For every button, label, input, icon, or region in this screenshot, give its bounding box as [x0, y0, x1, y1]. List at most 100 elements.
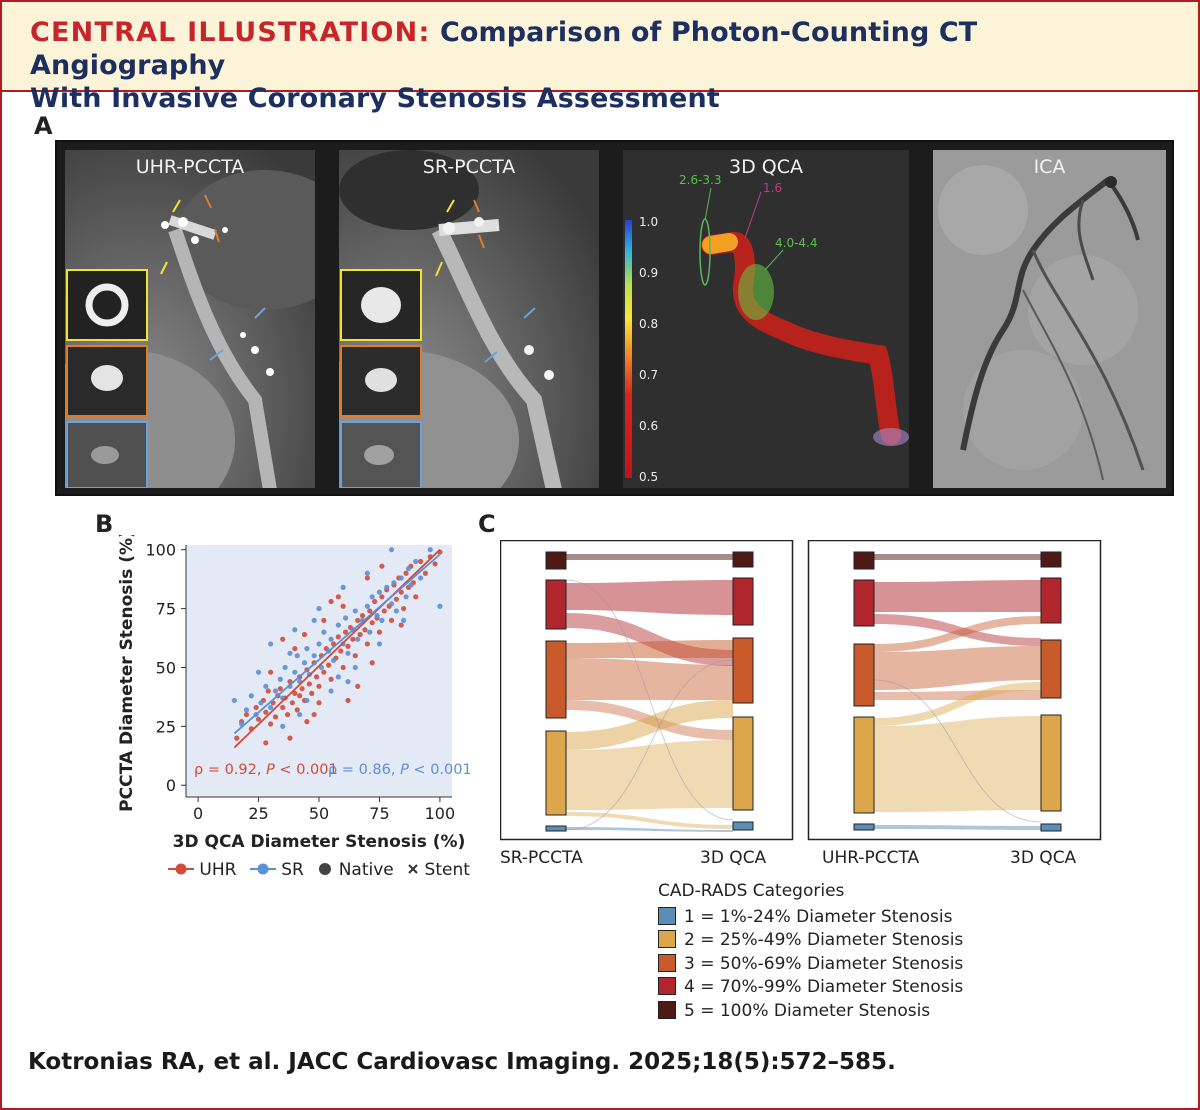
uhr-point	[338, 648, 344, 654]
panel-a-label: A	[34, 112, 53, 140]
qca-3d-image: 1.0 0.9 0.8 0.7 0.6 0.5 2.6-3.3 1.6 4.0-…	[623, 150, 909, 488]
figure-title: CENTRAL ILLUSTRATION: Comparison of Phot…	[30, 16, 1180, 115]
y-tick-label: 100	[145, 541, 176, 560]
legend-stent: Stent	[407, 860, 470, 880]
sr-point	[367, 629, 373, 635]
uhr-point	[304, 719, 310, 725]
sr-point	[255, 669, 262, 675]
uhr-correlation-stat: ρ = 0.92, P < 0.001	[194, 762, 338, 778]
uhr-fit-line	[233, 549, 441, 749]
uhr-point	[355, 617, 361, 623]
x-tick-label: 25	[248, 804, 268, 823]
uhr-point	[372, 598, 378, 605]
sankey-right-source-label: UHR-PCCTA	[822, 848, 920, 868]
sankey-sr	[500, 540, 794, 841]
image-strip: UHR-PCCTA	[55, 140, 1174, 496]
sr-point	[340, 584, 346, 590]
uhr-point	[297, 693, 303, 699]
cad-rads-legend-item: 4 = 70%-99% Diameter Stenosis	[658, 976, 963, 1000]
sr-fit-line	[233, 553, 441, 735]
sr-point	[268, 704, 274, 711]
uhr-point	[367, 608, 373, 614]
uhr-point	[403, 570, 409, 576]
sankey-left-source-label: SR-PCCTA	[500, 848, 583, 868]
cad-rads-legend-item: 2 = 25%-49% Diameter Stenosis	[658, 929, 963, 953]
uhr-point	[401, 605, 407, 612]
scatter-legend: UHR SR Native Stent	[168, 860, 478, 880]
sr-point	[345, 678, 351, 685]
uhr-point	[280, 636, 286, 642]
y-tick-label: 50	[156, 658, 176, 677]
sr-point	[263, 683, 269, 689]
uhr-point	[335, 634, 341, 640]
sr-pccta-label: SR-PCCTA	[422, 156, 516, 178]
sr-point	[437, 603, 443, 609]
uhr-point	[379, 594, 385, 600]
uhr-point	[289, 700, 295, 706]
sr-point	[304, 646, 310, 652]
sr-point	[280, 723, 286, 729]
uhr-point	[263, 740, 269, 746]
x-tick-label: 75	[369, 804, 389, 823]
sr-point	[376, 589, 383, 595]
title-line-1: Comparison of Photon-Counting CT Angiogr…	[30, 17, 978, 81]
sr-point	[413, 558, 419, 565]
sr-point	[335, 674, 341, 680]
sr-point	[268, 641, 274, 647]
legend-uhr: UHR	[168, 860, 236, 880]
sr-point	[417, 575, 424, 581]
uhr-point	[345, 697, 351, 704]
uhr-point	[255, 716, 262, 722]
cad-rads-legend-item: 5 = 100% Diameter Stenosis	[658, 1000, 963, 1024]
y-tick-label: 25	[156, 717, 176, 736]
sr-point	[282, 664, 288, 671]
y-tick-label: 75	[156, 600, 176, 619]
y-tick-label: 0	[166, 776, 176, 795]
uhr-point	[417, 558, 424, 565]
central-illustration-label: CENTRAL ILLUSTRATION:	[30, 17, 431, 48]
citation: Kotronias RA, et al. JACC Cardiovasc Ima…	[28, 1049, 896, 1075]
sr-point	[321, 629, 327, 635]
uhr-point	[306, 681, 312, 687]
uhr-point	[422, 570, 428, 576]
panel-b-label: B	[95, 510, 114, 538]
sr-point	[379, 617, 385, 623]
legend-sr: SR	[249, 860, 304, 880]
sr-point	[355, 636, 361, 642]
cad-rads-legend-item: 1 = 1%-24% Diameter Stenosis	[658, 906, 963, 930]
sr-point	[427, 547, 433, 553]
uhr-pccta-image: UHR-PCCTA	[65, 150, 315, 488]
sr-point	[405, 565, 412, 572]
uhr-point	[277, 686, 283, 692]
x-tick-label: 50	[309, 804, 329, 823]
sr-point	[311, 653, 317, 659]
sr-point	[316, 605, 322, 612]
uhr-point	[393, 596, 399, 602]
uhr-point	[311, 711, 317, 718]
uhr-point	[355, 683, 361, 689]
sr-point	[304, 697, 310, 704]
uhr-point	[268, 669, 274, 675]
sr-point	[343, 615, 349, 621]
sr-point	[391, 580, 397, 586]
uhr-point	[316, 700, 322, 706]
uhr-point	[345, 643, 351, 649]
sr-point	[388, 547, 395, 553]
uhr-point	[350, 636, 356, 642]
colorbar-tick: 0.9	[639, 266, 658, 280]
colorbar-tick: 1.0	[639, 215, 658, 229]
sr-point	[328, 636, 334, 642]
uhr-point	[376, 629, 383, 635]
uhr-point	[313, 674, 320, 680]
uhr-point	[316, 683, 322, 689]
sr-point	[248, 693, 254, 699]
uhr-point	[379, 563, 385, 569]
uhr-point	[388, 617, 395, 623]
sr-point	[408, 582, 414, 588]
cad-rads-legend-item: 3 = 50%-69% Diameter Stenosis	[658, 953, 963, 977]
sr-point	[292, 669, 298, 675]
y-axis-label: PCCTA Diameter Stenosis (%)	[117, 535, 137, 812]
sr-point	[388, 601, 395, 607]
uhr-point	[326, 662, 332, 668]
x-axis-label: 3D QCA Diameter Stenosis (%)	[173, 832, 466, 852]
